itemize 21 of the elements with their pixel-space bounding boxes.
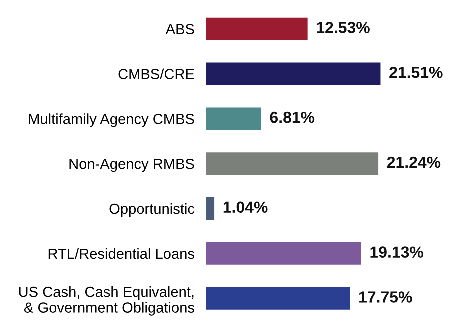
bar <box>206 62 381 86</box>
bar <box>206 108 262 130</box>
data-label: 12.53% <box>317 22 370 34</box>
y-tick-label: Opportunistic <box>110 203 195 218</box>
y-tick-label: Non-Agency RMBS <box>70 158 194 172</box>
data-label: 19.13% <box>370 246 424 258</box>
data-label: 21.24% <box>387 156 441 168</box>
data-label: 21.51% <box>390 66 443 78</box>
bar <box>206 198 215 220</box>
bar <box>206 287 350 310</box>
y-tick-label: US Cash, Cash Equivalent, & Government Obligations <box>19 286 194 316</box>
y-tick-label: ABS <box>166 24 194 35</box>
data-label: 1.04% <box>224 202 268 214</box>
bar <box>206 152 379 176</box>
bar <box>206 18 308 40</box>
data-label: 17.75% <box>360 292 412 303</box>
y-tick-label: RTL/Residential Loans <box>48 248 194 260</box>
y-tick-label: Multifamily Agency CMBS <box>29 114 194 128</box>
y-tick-label: CMBS/CRE <box>118 68 194 80</box>
bar <box>206 242 362 265</box>
data-label: 6.81% <box>270 112 315 124</box>
